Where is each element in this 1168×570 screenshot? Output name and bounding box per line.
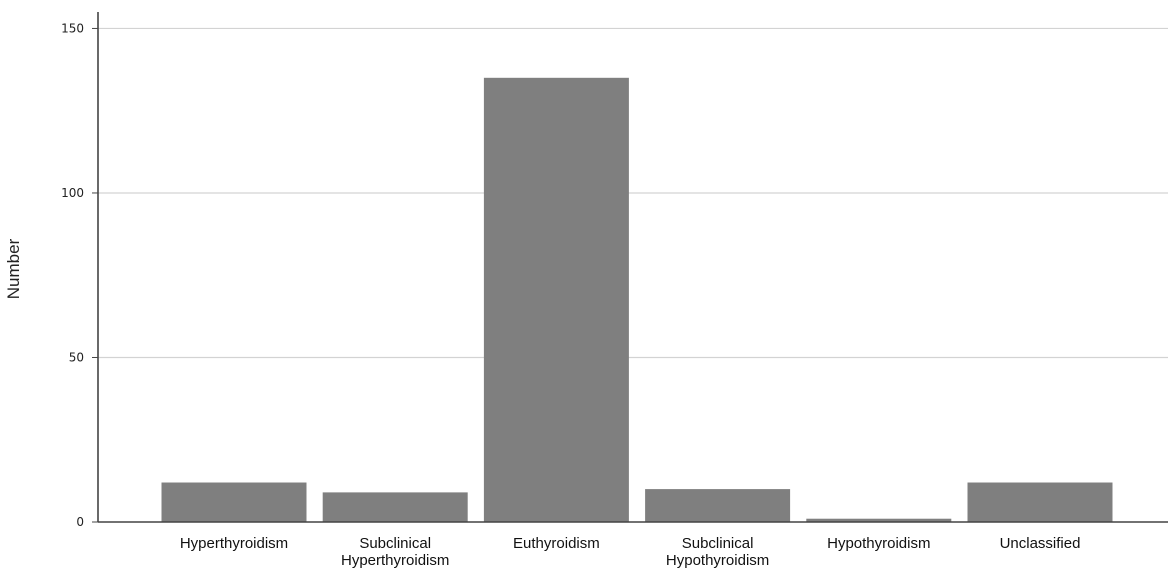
y-tick-label: 100 xyxy=(61,186,84,200)
x-category-label: Unclassified xyxy=(1000,535,1081,552)
bar xyxy=(806,518,952,522)
x-category-label-line: Hypothyroidism xyxy=(666,552,769,569)
x-category-label-line: Subclinical xyxy=(359,535,431,552)
bar xyxy=(645,489,791,522)
bars xyxy=(161,77,1113,522)
x-category-label: Hyperthyroidism xyxy=(180,535,288,552)
y-tick-label: 50 xyxy=(69,350,84,364)
y-tick-label: 0 xyxy=(76,515,84,529)
x-category-label-line: Euthyroidism xyxy=(513,535,600,552)
bar xyxy=(322,492,468,522)
axes xyxy=(97,12,1168,523)
bar xyxy=(161,482,307,522)
x-category-label-line: Hypothyroidism xyxy=(827,535,930,552)
x-category-label: Hypothyroidism xyxy=(827,535,930,552)
gridlines xyxy=(92,27,1168,523)
y-tick-label: 150 xyxy=(61,21,84,35)
bar xyxy=(483,77,629,522)
y-axis-title: Number xyxy=(4,238,23,299)
x-category-label-line: Subclinical xyxy=(682,535,754,552)
x-category-label-line: Hyperthyroidism xyxy=(341,552,449,569)
x-category-label: Subclinical Hyperthyroidism xyxy=(341,535,449,569)
bar xyxy=(967,482,1113,522)
y-tick-labels: 0 50 100 150 xyxy=(61,21,84,529)
x-category-label-line: Hyperthyroidism xyxy=(180,535,288,552)
x-category-label-line: Unclassified xyxy=(1000,535,1081,552)
x-category-label: Euthyroidism xyxy=(513,535,600,552)
x-category-labels: Hyperthyroidism Subclinical Hyperthyroidis… xyxy=(180,535,1081,569)
x-category-label: Subclinical Hypothyroidism xyxy=(666,535,769,569)
